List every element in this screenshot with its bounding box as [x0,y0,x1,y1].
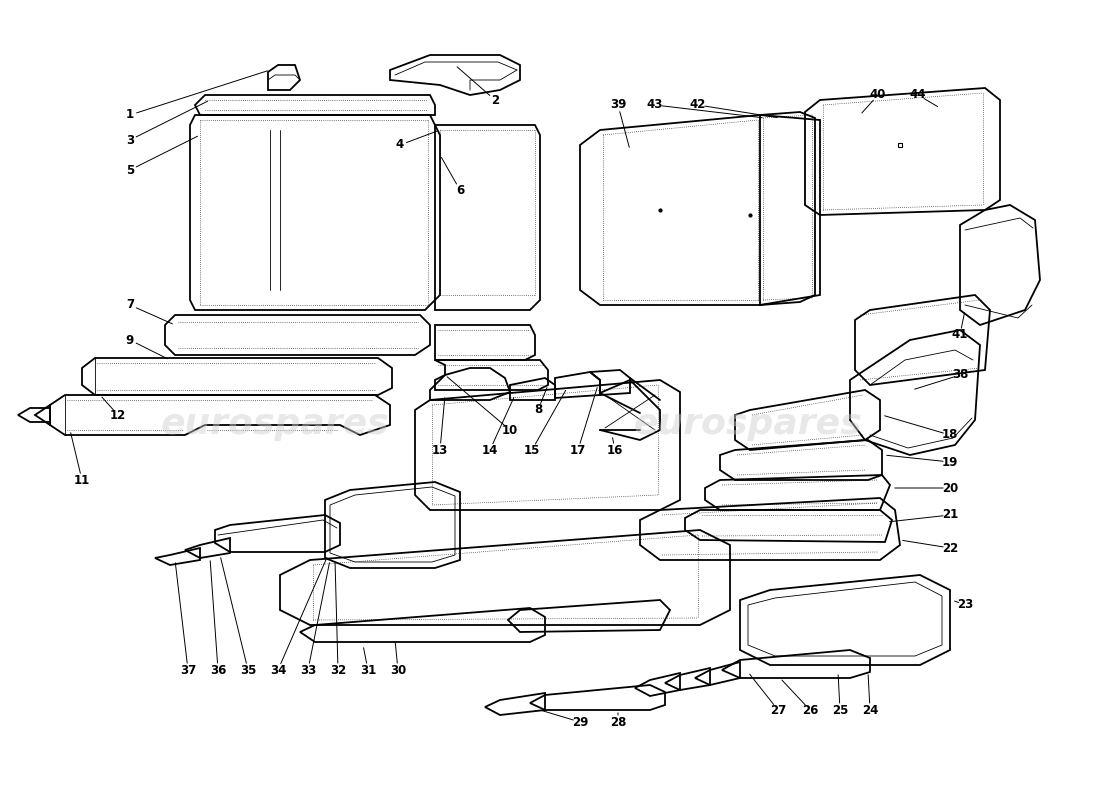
Text: eurospares: eurospares [161,407,389,441]
Text: 24: 24 [861,703,878,717]
Text: 30: 30 [389,663,406,677]
Text: 11: 11 [74,474,90,486]
Text: 34: 34 [270,663,286,677]
Text: 31: 31 [360,663,376,677]
Text: 1: 1 [125,109,134,122]
Text: 10: 10 [502,423,518,437]
Text: 21: 21 [942,509,958,522]
Text: 16: 16 [607,443,624,457]
Text: 4: 4 [396,138,404,151]
Text: 23: 23 [957,598,974,611]
Text: 12: 12 [110,409,126,422]
Text: 6: 6 [455,183,464,197]
Text: 38: 38 [952,369,968,382]
Text: 41: 41 [952,329,968,342]
Text: 25: 25 [832,703,848,717]
Text: 2: 2 [491,94,499,106]
Text: 7: 7 [125,298,134,311]
Text: 9: 9 [125,334,134,346]
Text: eurospares: eurospares [634,407,862,441]
Text: 17: 17 [570,443,586,457]
Text: 5: 5 [125,163,134,177]
Text: 29: 29 [572,715,588,729]
Text: 3: 3 [125,134,134,146]
Text: 8: 8 [534,403,542,417]
Text: 13: 13 [432,443,448,457]
Text: 33: 33 [300,663,316,677]
Text: 15: 15 [524,443,540,457]
Text: 19: 19 [942,455,958,469]
Text: 28: 28 [609,715,626,729]
Text: 18: 18 [942,429,958,442]
Text: 32: 32 [330,663,346,677]
Text: 14: 14 [482,443,498,457]
Text: 35: 35 [240,663,256,677]
Text: 39: 39 [609,98,626,111]
Text: 26: 26 [802,703,818,717]
Text: 40: 40 [870,89,887,102]
Text: 20: 20 [942,482,958,494]
Text: 44: 44 [910,89,926,102]
Text: 27: 27 [770,703,786,717]
Text: 36: 36 [210,663,227,677]
Text: 22: 22 [942,542,958,554]
Text: 37: 37 [180,663,196,677]
Text: 42: 42 [690,98,706,111]
Text: 43: 43 [647,98,663,111]
